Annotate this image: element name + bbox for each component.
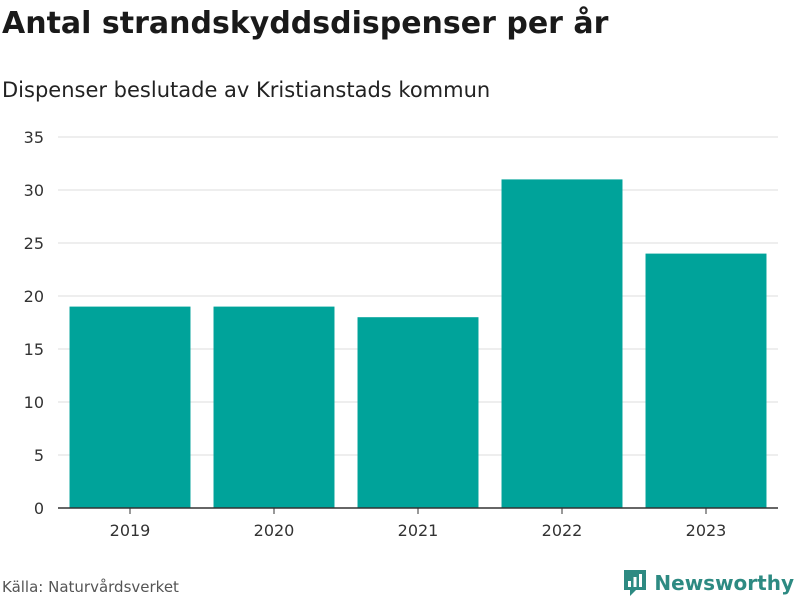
bar bbox=[69, 306, 191, 508]
bar bbox=[645, 253, 767, 508]
chart-subtitle: Dispenser beslutade av Kristianstads kom… bbox=[2, 78, 491, 102]
y-tick-label: 15 bbox=[24, 340, 44, 359]
x-tick-label: 2023 bbox=[686, 521, 727, 540]
bars bbox=[69, 179, 767, 508]
x-tick-label: 2021 bbox=[398, 521, 439, 540]
x-tick-label: 2019 bbox=[110, 521, 151, 540]
y-tick-label: 25 bbox=[24, 234, 44, 253]
x-tick-label: 2022 bbox=[542, 521, 583, 540]
source-note: Källa: Naturvårdsverket bbox=[2, 578, 179, 596]
y-tick-label: 0 bbox=[34, 499, 44, 518]
bar bbox=[501, 179, 623, 508]
bar bbox=[213, 306, 335, 508]
axes: 0 5 10 15 20 25 30 35 2019 2020 2021 2022 2023 bbox=[24, 128, 778, 540]
chart-title: Antal strandskyddsdispenser per år bbox=[2, 6, 609, 41]
bar bbox=[357, 317, 479, 508]
y-tick-label: 30 bbox=[24, 181, 44, 200]
bar-chart-logo-icon bbox=[624, 570, 647, 596]
y-tick-label: 10 bbox=[24, 393, 44, 412]
y-tick-label: 35 bbox=[24, 128, 44, 147]
brand-name: Newsworthy bbox=[654, 571, 794, 595]
y-tick-label: 20 bbox=[24, 287, 44, 306]
bar-chart: 0 5 10 15 20 25 30 35 2019 2020 2021 2022 2023 bbox=[24, 128, 778, 540]
x-tick-label: 2020 bbox=[254, 521, 295, 540]
y-tick-label: 5 bbox=[34, 446, 44, 465]
brand-logo[interactable]: Newsworthy bbox=[622, 568, 794, 598]
